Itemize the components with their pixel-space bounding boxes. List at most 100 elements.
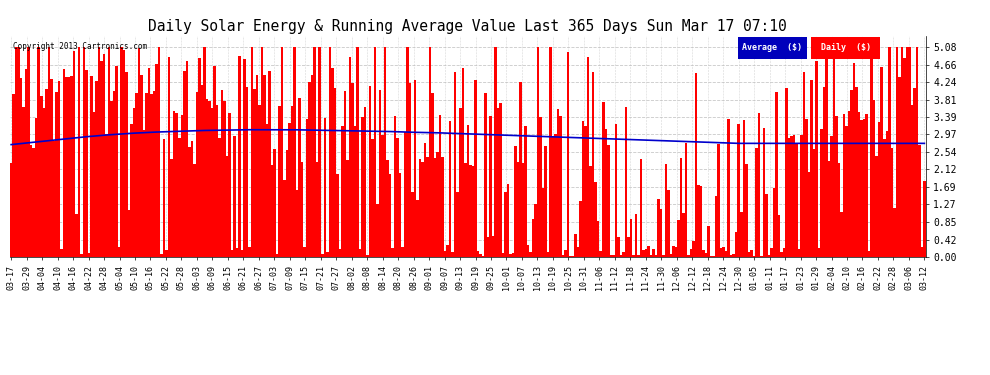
Bar bbox=[783, 249, 785, 257]
Bar bbox=[446, 245, 448, 257]
Bar bbox=[459, 108, 461, 257]
Bar bbox=[211, 108, 213, 257]
Bar bbox=[597, 221, 600, 257]
Bar bbox=[594, 182, 597, 257]
Bar bbox=[710, 256, 713, 257]
Bar bbox=[348, 57, 351, 257]
Bar bbox=[685, 143, 687, 257]
Bar bbox=[464, 163, 466, 257]
Bar bbox=[813, 149, 815, 257]
Bar bbox=[381, 135, 384, 257]
Bar bbox=[654, 255, 657, 257]
Bar bbox=[858, 112, 860, 257]
Bar bbox=[662, 255, 664, 257]
Bar bbox=[93, 112, 95, 257]
Bar bbox=[121, 47, 123, 257]
Bar bbox=[152, 91, 155, 257]
Bar bbox=[682, 213, 685, 257]
Bar bbox=[702, 250, 705, 257]
Title: Daily Solar Energy & Running Average Value Last 365 Days Sun Mar 17 07:10: Daily Solar Energy & Running Average Val… bbox=[148, 20, 787, 34]
Bar bbox=[296, 190, 298, 257]
Bar bbox=[600, 251, 602, 257]
Bar bbox=[239, 56, 241, 257]
Bar bbox=[901, 47, 903, 257]
Bar bbox=[113, 91, 115, 257]
Bar bbox=[399, 174, 401, 257]
Bar bbox=[757, 113, 760, 257]
Bar bbox=[476, 251, 479, 257]
Bar bbox=[188, 147, 190, 257]
Bar bbox=[394, 116, 396, 257]
Bar bbox=[358, 249, 361, 257]
Bar bbox=[770, 248, 772, 257]
Bar bbox=[286, 150, 288, 257]
Bar bbox=[582, 121, 584, 257]
Bar bbox=[735, 232, 738, 257]
Bar bbox=[499, 103, 502, 257]
Bar bbox=[828, 161, 831, 257]
Bar bbox=[324, 118, 326, 257]
Bar bbox=[218, 138, 221, 257]
Bar bbox=[336, 174, 339, 257]
Bar bbox=[203, 47, 206, 257]
Bar bbox=[788, 138, 790, 257]
Bar bbox=[554, 134, 556, 257]
Bar bbox=[10, 162, 13, 257]
Bar bbox=[772, 188, 775, 257]
Bar bbox=[52, 141, 55, 257]
Bar bbox=[339, 249, 342, 257]
Bar bbox=[574, 234, 577, 257]
Bar bbox=[690, 249, 692, 257]
Bar bbox=[150, 94, 152, 257]
Bar bbox=[422, 162, 424, 257]
Bar bbox=[241, 250, 244, 257]
Bar bbox=[379, 90, 381, 257]
Bar bbox=[141, 75, 143, 257]
Bar bbox=[589, 166, 592, 257]
Bar bbox=[155, 64, 158, 257]
Bar bbox=[610, 255, 612, 257]
Bar bbox=[537, 47, 540, 257]
FancyBboxPatch shape bbox=[811, 37, 880, 59]
Bar bbox=[718, 144, 720, 257]
Bar bbox=[607, 145, 610, 257]
Bar bbox=[160, 254, 163, 257]
Bar bbox=[331, 68, 334, 257]
Bar bbox=[108, 47, 110, 257]
Bar bbox=[514, 146, 517, 257]
Bar bbox=[437, 152, 439, 257]
Bar bbox=[88, 254, 90, 257]
Bar bbox=[708, 226, 710, 257]
Bar bbox=[845, 126, 847, 257]
Bar bbox=[432, 93, 434, 257]
Bar bbox=[705, 253, 708, 257]
Bar bbox=[223, 100, 226, 257]
Bar bbox=[497, 108, 499, 257]
Text: Copyright 2013 Cartronics.com: Copyright 2013 Cartronics.com bbox=[13, 42, 147, 51]
Bar bbox=[921, 246, 923, 257]
Text: Average  ($): Average ($) bbox=[742, 43, 802, 52]
Bar bbox=[250, 47, 253, 257]
Bar bbox=[474, 80, 476, 257]
Bar bbox=[163, 139, 165, 257]
Bar bbox=[244, 59, 246, 257]
Bar bbox=[622, 252, 625, 257]
Bar bbox=[638, 255, 640, 257]
Bar bbox=[346, 160, 348, 257]
Bar bbox=[697, 185, 700, 257]
Bar bbox=[180, 115, 183, 257]
Bar bbox=[366, 255, 368, 257]
Bar bbox=[891, 148, 893, 257]
Bar bbox=[808, 172, 810, 257]
Bar bbox=[72, 51, 75, 257]
Bar bbox=[409, 84, 411, 257]
Bar bbox=[448, 121, 451, 257]
Bar bbox=[231, 250, 234, 257]
Bar bbox=[564, 251, 567, 257]
Bar bbox=[551, 136, 554, 257]
Bar bbox=[38, 47, 40, 257]
Bar bbox=[98, 47, 100, 257]
Bar bbox=[632, 255, 635, 257]
Bar bbox=[131, 124, 133, 257]
Bar bbox=[30, 145, 33, 257]
